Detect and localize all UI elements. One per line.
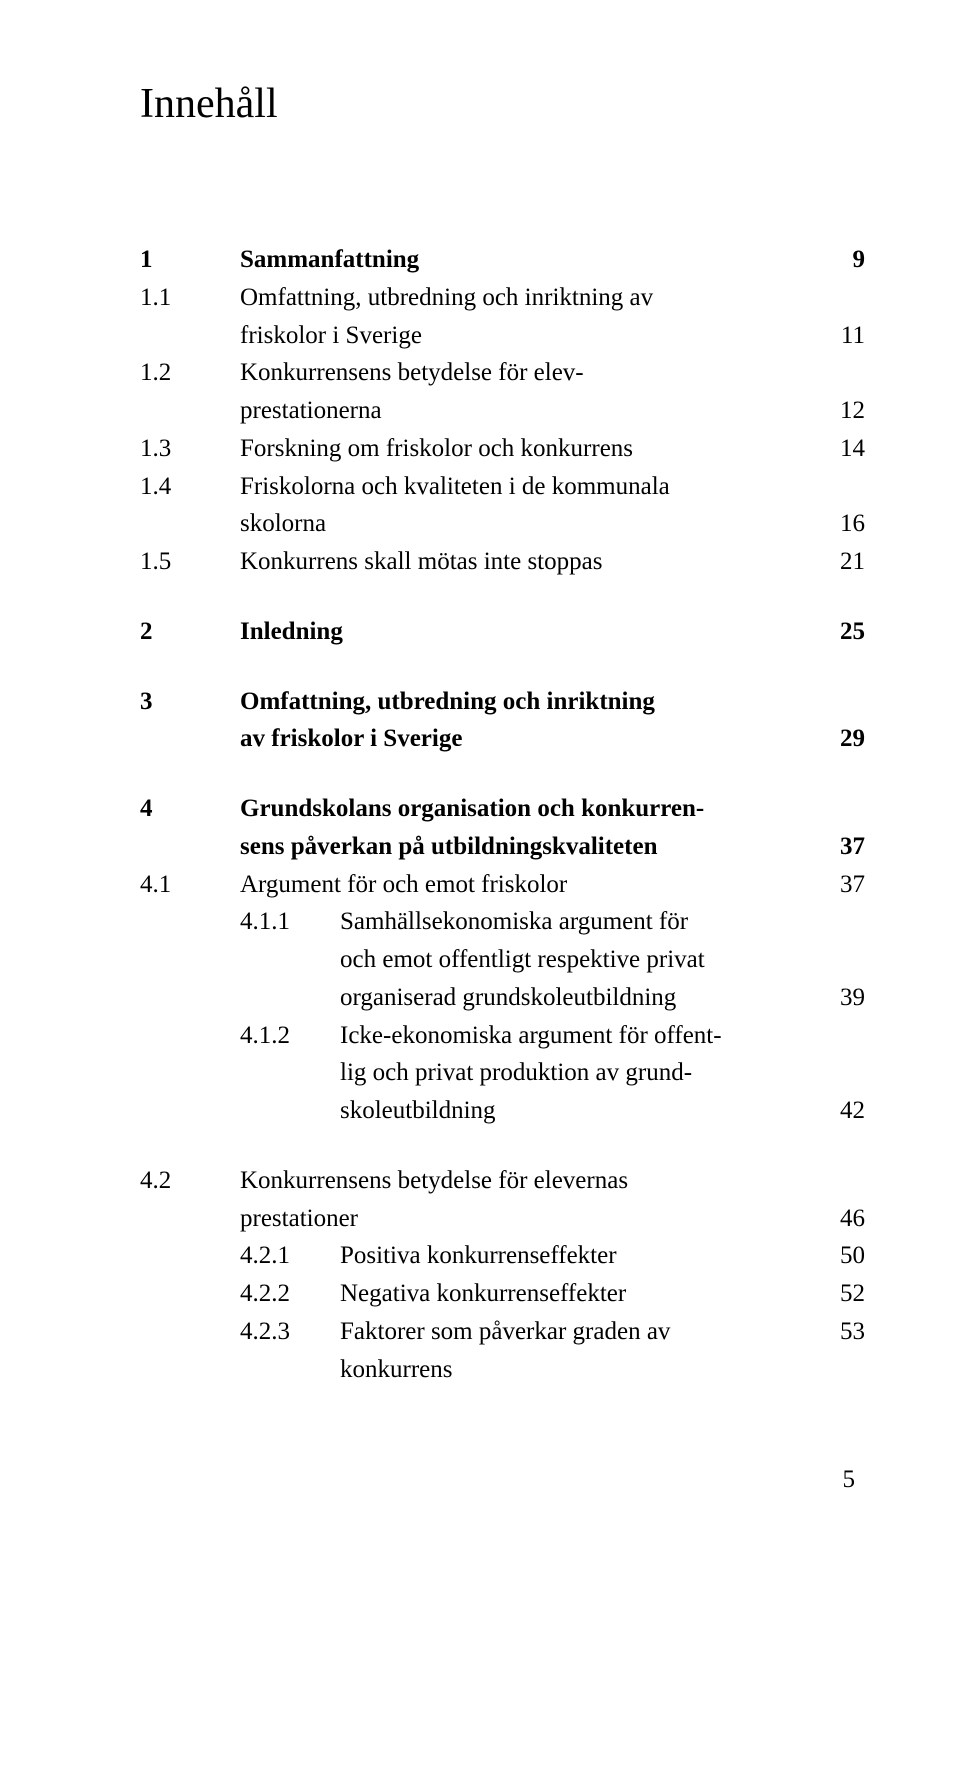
- toc-num: 4.2.2: [240, 1277, 340, 1311]
- toc-page: 53: [805, 1315, 865, 1349]
- toc-item-4-2-3: 4.2.3 Faktorer som påverkar graden av 53: [240, 1315, 865, 1349]
- toc-page: 9: [805, 243, 865, 277]
- toc-section-1: 1 Sammanfattning 9: [140, 243, 865, 277]
- toc-num: 4.2: [140, 1164, 240, 1198]
- page-title: Innehåll: [140, 80, 865, 128]
- toc-text: Inledning: [240, 615, 805, 649]
- toc-text: Argument för och emot friskolor: [240, 868, 805, 902]
- toc-text: Faktorer som påverkar graden av: [340, 1315, 805, 1349]
- toc-text: sens påverkan på utbildningskvaliteten: [240, 830, 805, 864]
- toc-num: 1.3: [140, 432, 240, 466]
- toc-num: 2: [140, 615, 240, 649]
- toc-text: Sammanfattning: [240, 243, 805, 277]
- toc-num: 1: [140, 243, 240, 277]
- toc-num: 1.1: [140, 281, 240, 315]
- toc-item-4-1-1-cont2: organiserad grundskoleutbildning 39: [240, 981, 865, 1015]
- toc-page: 46: [805, 1202, 865, 1236]
- toc-section-4-cont: sens påverkan på utbildningskvaliteten 3…: [140, 830, 865, 864]
- toc-page: 29: [805, 722, 865, 756]
- toc-item-4-1-2-cont2: skoleutbildning 42: [240, 1094, 865, 1128]
- toc-item-4-1-1-cont: och emot offentligt respektive privat: [240, 943, 865, 977]
- toc-text: skolorna: [240, 507, 805, 541]
- toc-item-4-2: 4.2 Konkurrensens betydelse för eleverna…: [140, 1164, 865, 1198]
- toc-item-4-1-2-cont: lig och privat produktion av grund-: [240, 1056, 865, 1090]
- toc-num: 4: [140, 792, 240, 826]
- toc-item-4-2-1: 4.2.1 Positiva konkurrenseffekter 50: [240, 1239, 865, 1273]
- toc-num: 1.2: [140, 356, 240, 390]
- toc-item-1-5: 1.5 Konkurrens skall mötas inte stoppas …: [140, 545, 865, 579]
- toc-text: Omfattning, utbredning och inriktning: [240, 685, 805, 719]
- toc-text: Icke-ekonomiska argument för offent-: [340, 1019, 805, 1053]
- toc-text: av friskolor i Sverige: [240, 722, 805, 756]
- toc-text: skoleutbildning: [340, 1094, 805, 1128]
- toc-item-1-2: 1.2 Konkurrensens betydelse för elev-: [140, 356, 865, 390]
- toc-item-4-1-1: 4.1.1 Samhällsekonomiska argument för: [240, 905, 865, 939]
- toc-item-1-3: 1.3 Forskning om friskolor och konkurren…: [140, 432, 865, 466]
- toc-item-4-2-cont: prestationer 46: [140, 1202, 865, 1236]
- toc-page: 37: [805, 868, 865, 902]
- toc-num: 4.2.3: [240, 1315, 340, 1349]
- toc-num: 1.5: [140, 545, 240, 579]
- toc-sub-4-2-wrap: 4.2.1 Positiva konkurrenseffekter 50 4.2…: [240, 1239, 865, 1386]
- toc-text: Samhällsekonomiska argument för: [340, 905, 805, 939]
- toc-item-4-1: 4.1 Argument för och emot friskolor 37: [140, 868, 865, 902]
- toc-page: 42: [805, 1094, 865, 1128]
- toc-sub-4-1-1-wrap: 4.1.1 Samhällsekonomiska argument för oc…: [240, 905, 865, 1128]
- toc-text: och emot offentligt respektive privat: [340, 943, 805, 977]
- toc-item-1-2-cont: prestationerna 12: [140, 394, 865, 428]
- toc-page: 11: [805, 319, 865, 353]
- toc-text: Forskning om friskolor och konkurrens: [240, 432, 805, 466]
- toc-page: 37: [805, 830, 865, 864]
- toc-item-4-2-2: 4.2.2 Negativa konkurrenseffekter 52: [240, 1277, 865, 1311]
- toc-item-1-1-cont: friskolor i Sverige 11: [140, 319, 865, 353]
- toc-page: 12: [805, 394, 865, 428]
- toc-text: Konkurrens skall mötas inte stoppas: [240, 545, 805, 579]
- toc-num: 4.2.1: [240, 1239, 340, 1273]
- toc-page: 14: [805, 432, 865, 466]
- toc-text: Konkurrensens betydelse för elev-: [240, 356, 805, 390]
- toc-section-4: 4 Grundskolans organisation och konkurre…: [140, 792, 865, 826]
- toc-text: konkurrens: [340, 1353, 805, 1387]
- toc-num: 3: [140, 685, 240, 719]
- toc-item-1-4-cont: skolorna 16: [140, 507, 865, 541]
- table-of-contents: 1 Sammanfattning 9 1.1 Omfattning, utbre…: [140, 243, 865, 1386]
- toc-item-4-1-2: 4.1.2 Icke-ekonomiska argument för offen…: [240, 1019, 865, 1053]
- toc-text: Negativa konkurrenseffekter: [340, 1277, 805, 1311]
- toc-item-4-2-3-cont: konkurrens: [240, 1353, 865, 1387]
- toc-text: prestationer: [240, 1202, 805, 1236]
- toc-text: Omfattning, utbredning och inriktning av: [240, 281, 805, 315]
- toc-page: 16: [805, 507, 865, 541]
- toc-num: 4.1.1: [240, 905, 340, 939]
- toc-text: Grundskolans organisation och konkurren-: [240, 792, 805, 826]
- toc-num: 1.4: [140, 470, 240, 504]
- toc-page: 21: [805, 545, 865, 579]
- toc-text: lig och privat produktion av grund-: [340, 1056, 805, 1090]
- toc-text: prestationerna: [240, 394, 805, 428]
- toc-page: 25: [805, 615, 865, 649]
- toc-section-3: 3 Omfattning, utbredning och inriktning: [140, 685, 865, 719]
- toc-text: organiserad grundskoleutbildning: [340, 981, 805, 1015]
- toc-text: Friskolorna och kvaliteten i de kommunal…: [240, 470, 805, 504]
- toc-text: Konkurrensens betydelse för elevernas: [240, 1164, 805, 1198]
- toc-item-1-4: 1.4 Friskolorna och kvaliteten i de komm…: [140, 470, 865, 504]
- toc-page: 39: [805, 981, 865, 1015]
- page-number: 5: [140, 1466, 865, 1494]
- toc-section-2: 2 Inledning 25: [140, 615, 865, 649]
- toc-page: 52: [805, 1277, 865, 1311]
- toc-item-1-1: 1.1 Omfattning, utbredning och inriktnin…: [140, 281, 865, 315]
- toc-page: 50: [805, 1239, 865, 1273]
- toc-num: 4.1.2: [240, 1019, 340, 1053]
- toc-num: 4.1: [140, 868, 240, 902]
- toc-text: Positiva konkurrenseffekter: [340, 1239, 805, 1273]
- toc-text: friskolor i Sverige: [240, 319, 805, 353]
- toc-section-3-cont: av friskolor i Sverige 29: [140, 722, 865, 756]
